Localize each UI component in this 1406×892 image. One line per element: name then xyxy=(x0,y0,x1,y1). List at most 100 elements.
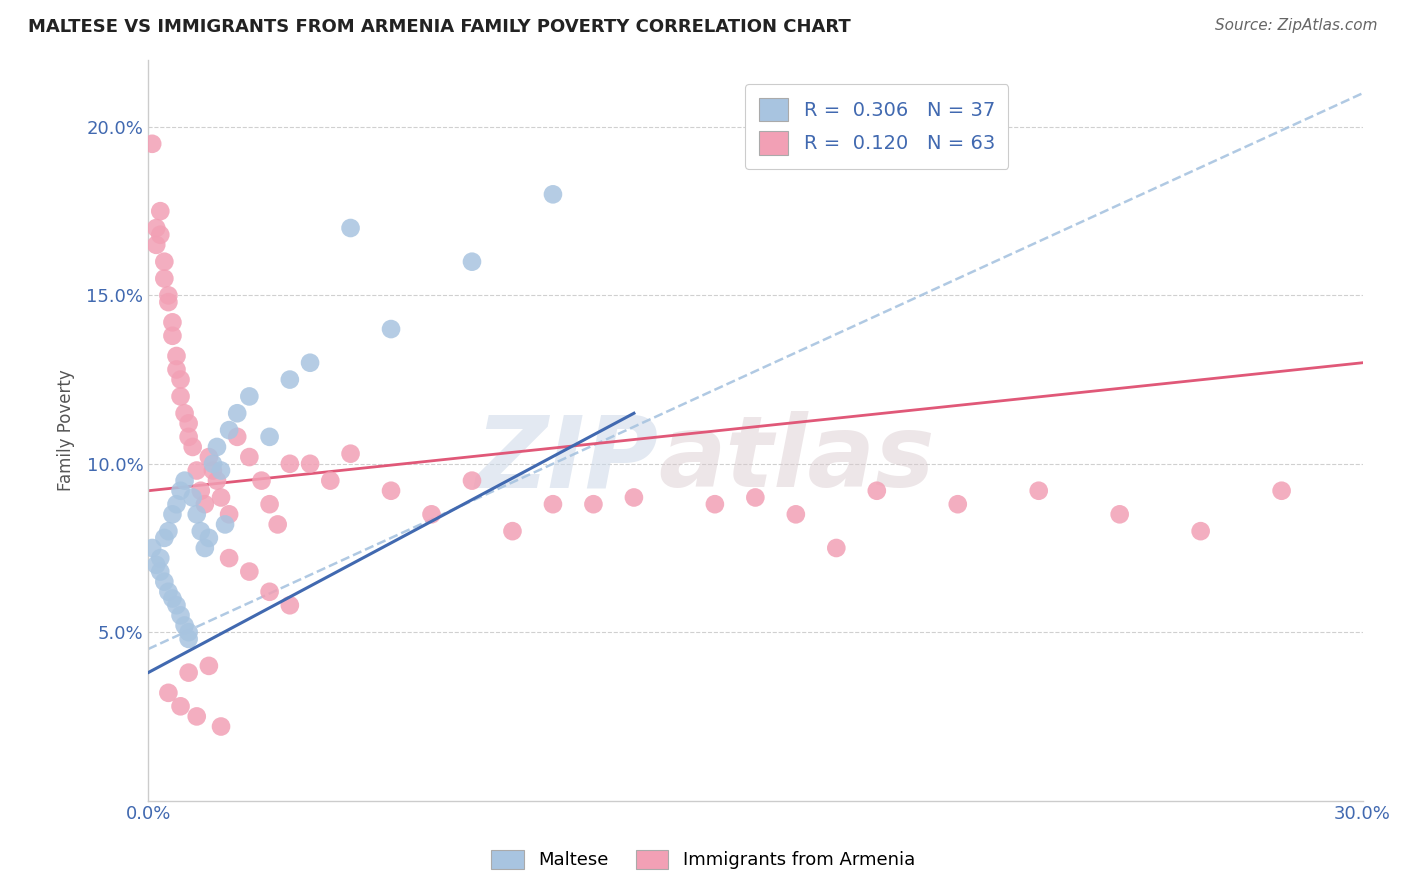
Point xyxy=(278,599,301,613)
Point xyxy=(194,541,217,555)
Point xyxy=(169,699,191,714)
Point xyxy=(169,608,191,623)
Point xyxy=(177,417,200,431)
Point xyxy=(177,632,200,646)
Legend: R =  0.306   N = 37, R =  0.120   N = 63: R = 0.306 N = 37, R = 0.120 N = 63 xyxy=(745,84,1008,169)
Point xyxy=(166,497,188,511)
Point xyxy=(1271,483,1294,498)
Point xyxy=(157,524,180,538)
Point xyxy=(181,440,204,454)
Point xyxy=(703,497,725,511)
Point xyxy=(623,491,645,505)
Point xyxy=(173,406,195,420)
Point xyxy=(181,491,204,505)
Point xyxy=(214,517,236,532)
Point xyxy=(744,491,766,505)
Point xyxy=(153,271,176,285)
Point xyxy=(145,238,167,252)
Point xyxy=(541,187,564,202)
Point xyxy=(339,221,361,235)
Point xyxy=(420,508,443,522)
Point xyxy=(198,531,221,545)
Point xyxy=(1108,508,1130,522)
Point xyxy=(149,204,172,219)
Point xyxy=(194,497,217,511)
Point xyxy=(946,497,969,511)
Point xyxy=(149,551,172,566)
Point xyxy=(173,618,195,632)
Point xyxy=(141,136,163,151)
Point xyxy=(250,474,273,488)
Point xyxy=(461,474,484,488)
Point xyxy=(380,483,402,498)
Point xyxy=(177,430,200,444)
Point xyxy=(186,463,208,477)
Legend: Maltese, Immigrants from Armenia: Maltese, Immigrants from Armenia xyxy=(482,841,924,879)
Point xyxy=(157,295,180,310)
Point xyxy=(209,463,232,477)
Point xyxy=(501,524,523,538)
Point xyxy=(226,430,249,444)
Point xyxy=(177,625,200,640)
Point xyxy=(785,508,807,522)
Point xyxy=(218,508,240,522)
Point xyxy=(153,531,176,545)
Point xyxy=(380,322,402,336)
Point xyxy=(205,440,228,454)
Point xyxy=(866,483,889,498)
Point xyxy=(226,406,249,420)
Point xyxy=(169,389,191,403)
Point xyxy=(1028,483,1050,498)
Point xyxy=(173,474,195,488)
Point xyxy=(149,565,172,579)
Point xyxy=(238,450,260,464)
Point xyxy=(218,423,240,437)
Text: atlas: atlas xyxy=(658,411,935,508)
Point xyxy=(582,497,605,511)
Point xyxy=(190,524,212,538)
Point xyxy=(238,565,260,579)
Point xyxy=(145,221,167,235)
Point xyxy=(238,389,260,403)
Point xyxy=(541,497,564,511)
Point xyxy=(162,591,184,606)
Point xyxy=(157,584,180,599)
Point xyxy=(157,686,180,700)
Point xyxy=(166,599,188,613)
Point xyxy=(267,517,290,532)
Text: MALTESE VS IMMIGRANTS FROM ARMENIA FAMILY POVERTY CORRELATION CHART: MALTESE VS IMMIGRANTS FROM ARMENIA FAMIL… xyxy=(28,18,851,36)
Text: ZIP: ZIP xyxy=(475,411,658,508)
Point xyxy=(825,541,848,555)
Point xyxy=(278,373,301,387)
Point xyxy=(153,254,176,268)
Point xyxy=(149,227,172,242)
Point xyxy=(190,483,212,498)
Point xyxy=(198,450,221,464)
Point xyxy=(259,430,281,444)
Point xyxy=(205,474,228,488)
Point xyxy=(259,497,281,511)
Point xyxy=(169,483,191,498)
Point xyxy=(145,558,167,572)
Point xyxy=(1189,524,1212,538)
Point xyxy=(157,288,180,302)
Point xyxy=(186,709,208,723)
Point xyxy=(166,349,188,363)
Point xyxy=(209,491,232,505)
Point xyxy=(209,719,232,733)
Point xyxy=(259,584,281,599)
Point xyxy=(319,474,342,488)
Y-axis label: Family Poverty: Family Poverty xyxy=(58,369,75,491)
Point xyxy=(162,328,184,343)
Point xyxy=(177,665,200,680)
Point xyxy=(198,659,221,673)
Point xyxy=(201,457,224,471)
Point xyxy=(339,447,361,461)
Point xyxy=(166,362,188,376)
Point xyxy=(299,356,322,370)
Point xyxy=(186,508,208,522)
Point xyxy=(153,574,176,589)
Point xyxy=(461,254,484,268)
Text: Source: ZipAtlas.com: Source: ZipAtlas.com xyxy=(1215,18,1378,33)
Point xyxy=(278,457,301,471)
